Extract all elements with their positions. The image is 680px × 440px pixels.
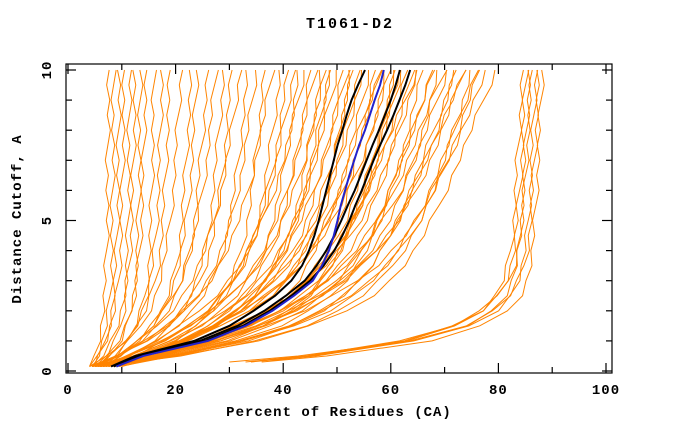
x-tick-label: 100: [592, 383, 620, 399]
chart-title: T1061-D2: [306, 16, 394, 33]
ensemble-model-curve: [100, 69, 369, 367]
x-tick-label: 40: [274, 383, 293, 399]
ensemble-model-curve: [113, 69, 447, 367]
tick-labels-layer: 0 20 40 60 80 100 0 5 10: [40, 61, 620, 399]
ensemble-model-curve: [118, 69, 351, 367]
y-tick-label: 10: [40, 61, 56, 80]
black-model-2-curve: [113, 69, 401, 368]
ensemble-model-curve: [91, 69, 137, 367]
x-tick-label: 0: [63, 383, 72, 399]
ensemble-model-curve: [97, 69, 496, 367]
y-tick-label: 0: [40, 366, 56, 375]
x-tick-label: 80: [489, 383, 508, 399]
ensemble-model-curve: [102, 69, 305, 367]
x-tick-label: 20: [166, 383, 185, 399]
ensemble-model-curve: [100, 69, 486, 367]
ensemble-model-curve: [92, 69, 258, 367]
ensemble-model-curve: [97, 69, 448, 367]
ensemble-model-curve: [94, 69, 210, 367]
ensemble-model-curve: [102, 69, 481, 367]
ensemble-model-curve: [94, 69, 148, 367]
ensemble-model-curve: [97, 69, 243, 367]
ensemble-model-curve: [102, 69, 157, 367]
x-axis-label: Percent of Residues (CA): [226, 405, 452, 421]
blue-model-curve: [116, 69, 385, 368]
ensemble-model-curve: [261, 69, 545, 363]
black-model-3-curve: [116, 69, 412, 368]
ensemble-model-curve: [102, 69, 219, 367]
ensemble-model-curve: [102, 69, 455, 367]
ensemble-model-curve: [89, 69, 171, 367]
ensemble-model-curve: [92, 69, 418, 367]
y-tick-label: 5: [40, 216, 56, 225]
ensemble-model-curve: [108, 69, 479, 367]
ensemble-model-curve: [100, 69, 248, 367]
ensemble-model-curve: [105, 69, 200, 367]
axis-ticks-layer: [66, 64, 612, 373]
ensemble-model-curve: [94, 69, 467, 367]
ensemble-model-curve: [272, 69, 533, 361]
ensemble-model-curve: [94, 69, 276, 367]
x-tick-label: 60: [381, 383, 400, 399]
ensemble-model-curve: [99, 69, 184, 367]
ensemble-model-curve: [116, 69, 417, 367]
model-curves-layer: [89, 69, 545, 368]
ensemble-model-curve: [105, 69, 392, 367]
ensemble-model-curve: [97, 69, 344, 367]
ensemble-model-curve: [89, 69, 111, 367]
ensemble-model-curve: [261, 69, 530, 361]
ensemble-model-curve: [105, 69, 436, 367]
ensemble-model-curve: [89, 69, 225, 367]
y-axis-label: Distance Cutoff, A: [10, 134, 26, 303]
plot-frame: [65, 63, 613, 374]
ensemble-model-curve: [250, 69, 539, 363]
ensemble-model-curve: [100, 69, 400, 367]
ensemble-model-curve: [100, 69, 327, 367]
ensemble-model-curve: [105, 69, 337, 367]
ensemble-model-curve: [245, 69, 524, 363]
ensemble-model-curve: [94, 69, 122, 367]
black-model-1-curve: [110, 69, 366, 368]
ensemble-model-curve: [91, 69, 117, 367]
ensemble-model-curve: [105, 69, 281, 367]
ensemble-model-curve: [105, 69, 467, 367]
ensemble-model-curve: [92, 69, 330, 367]
ensemble-model-curve: [97, 69, 133, 367]
ensemble-model-curve: [89, 69, 126, 367]
ensemble-model-curve: [108, 69, 362, 367]
